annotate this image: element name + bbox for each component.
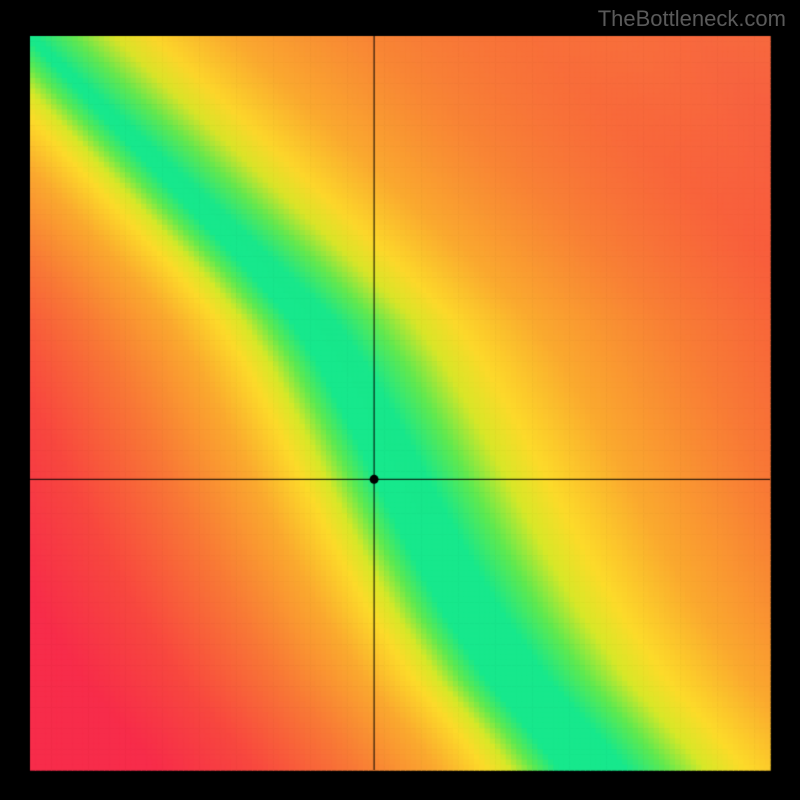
chart-container: TheBottleneck.com: [0, 0, 800, 800]
watermark-text: TheBottleneck.com: [598, 6, 786, 32]
heatmap-canvas: [0, 0, 800, 800]
